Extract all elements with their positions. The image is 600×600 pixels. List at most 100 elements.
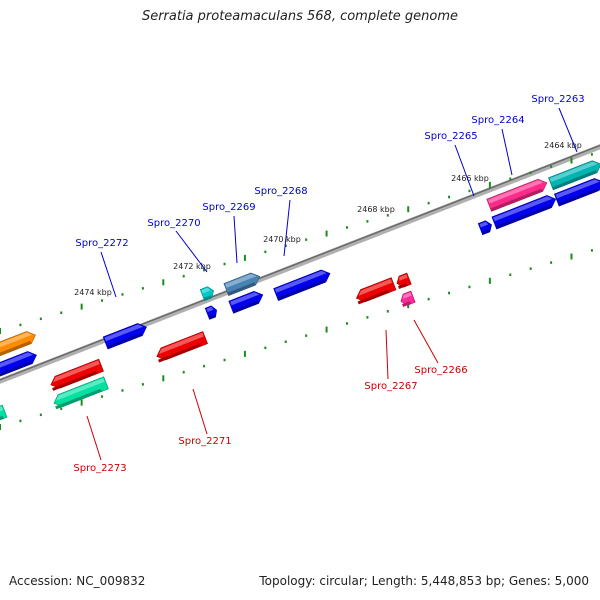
- gene-arrow-body: [0, 331, 36, 358]
- gene-arrow-spro-2266-minus: [400, 290, 416, 307]
- gene-label-leader: [175, 230, 208, 273]
- gene-arrow-shadow: [481, 229, 490, 235]
- gene-arrow-shadow: [52, 370, 97, 391]
- gene-arrow-highlight: [555, 179, 600, 199]
- gene-arrow-highlight: [56, 378, 105, 401]
- gene-label-top: Spro_2269: [202, 202, 255, 213]
- gene-label-bottom: Spro_2271: [178, 436, 231, 447]
- gene-arrow-shadow: [277, 279, 326, 301]
- gene-arrow-highlight: [230, 292, 260, 306]
- gene-arrow-shadow: [398, 283, 407, 289]
- gene-arrow-body: [553, 178, 600, 207]
- gene-arrow-shadow: [227, 282, 256, 296]
- gene-arrow-highlight: [488, 180, 544, 204]
- gene-arrow-spro-2273b-minus: [53, 376, 109, 410]
- gene-arrow-shadow: [0, 415, 4, 421]
- gene-arrow-highlight: [201, 287, 211, 294]
- gene-arrow-steelblue: [223, 272, 261, 296]
- gene-label-leader: [192, 388, 208, 435]
- gene-arrow-highlight: [0, 352, 34, 370]
- gene-arrow-spro-2264-plus: [491, 195, 557, 230]
- gene-arrow-spro-2263-plus: [553, 178, 600, 207]
- gene-arrow-shadow: [232, 300, 259, 314]
- gene-arrow-shadow: [402, 301, 411, 307]
- gene-label-top: Spro_2265: [424, 131, 477, 142]
- scale-label: 2466 kbp: [451, 174, 489, 183]
- gene-arrow-left-edge: [0, 404, 8, 421]
- gene-arrow-spro-2269-plus: [228, 290, 264, 314]
- gene-arrow-shadow: [490, 188, 543, 212]
- gene-label-leader: [454, 144, 475, 197]
- gene-label-top: Spro_2272: [75, 238, 128, 249]
- gene-label-bottom: Spro_2273: [73, 463, 126, 474]
- accession-text: Accession: NC_009832: [9, 574, 146, 588]
- scale-label: 2470 kbp: [263, 235, 301, 244]
- gene-label-bottom: Spro_2266: [414, 365, 467, 376]
- gene-arrow-highlight: [0, 332, 33, 350]
- gene-label-top: Spro_2264: [471, 115, 524, 126]
- gene-arrow-highlight: [493, 196, 553, 222]
- gene-label-top: Spro_2263: [531, 94, 584, 105]
- gene-label-leader: [558, 107, 578, 153]
- gene-arrow-body: [486, 178, 548, 212]
- gene-arrow-shadow: [55, 388, 102, 410]
- gene-label-leader: [86, 415, 102, 461]
- genome-backbone-edge: [0, 144, 600, 381]
- gene-arrow-shadow: [158, 343, 202, 363]
- gene-arrow-body: [0, 351, 37, 378]
- genome-title: Serratia proteamaculans 568, complete ge…: [141, 9, 459, 24]
- gene-arrow-highlight: [206, 306, 214, 313]
- gene-arrow-highlight: [358, 278, 393, 296]
- gene-label-top: Spro_2270: [147, 218, 200, 229]
- gene-arrow-small-plus: [477, 220, 492, 236]
- gene-arrow-highlight: [53, 360, 100, 383]
- gene-label-bottom: Spro_2267: [364, 381, 417, 392]
- gene-arrow-orange: [0, 331, 36, 358]
- gene-arrow-teal: [548, 160, 600, 191]
- gene-arrow-shadow: [552, 169, 597, 190]
- gene-arrow-shadow: [203, 295, 212, 301]
- scale-label: 2468 kbp: [357, 205, 395, 214]
- genome-summary-text: Topology: circular; Length: 5,448,853 bp…: [259, 574, 589, 588]
- gene-label-leader: [100, 251, 117, 298]
- gene-arrow-highlight: [159, 332, 204, 354]
- gene-arrow-shadow: [0, 340, 32, 358]
- gene-arrow-highlight: [479, 221, 489, 228]
- genome-backbone-line: [0, 144, 600, 384]
- gene-arrow-spro-2270-plus: [204, 305, 217, 320]
- gene-arrow-spro-2271-minus: [156, 331, 208, 363]
- gene-arrow-spro-2273-minus: [50, 358, 104, 391]
- gene-arrow-cyan-small: [199, 286, 214, 302]
- gene-arrow-pink-top: [486, 178, 548, 212]
- gene-arrow-spro-2268-plus: [273, 269, 331, 301]
- gene-arrow-highlight: [399, 274, 408, 281]
- gene-label-top: Spro_2268: [254, 186, 307, 197]
- gene-arrow-shadow: [495, 204, 552, 230]
- gene-arrow-shadow: [0, 360, 33, 378]
- gene-arrow-body: [548, 160, 600, 191]
- gene-arrow-left-plus: [0, 351, 37, 378]
- scale-label: 2464 kbp: [544, 141, 582, 150]
- gene-arrow-shadow: [357, 289, 390, 305]
- gene-arrow-highlight: [104, 324, 144, 342]
- scale-label: 2472 kbp: [173, 262, 211, 271]
- gene-arrow-spro-2267-minus: [355, 277, 397, 305]
- gene-arrow-spro-2272-plus: [102, 323, 147, 350]
- gene-arrow-highlight: [225, 273, 257, 288]
- gene-label-leader: [283, 199, 291, 257]
- gene-label-leader: [385, 329, 389, 380]
- gene-arrow-highlight: [274, 270, 327, 293]
- gene-arrow-highlight: [403, 292, 412, 299]
- gene-arrow-small-minus: [396, 272, 412, 289]
- gene-arrow-body: [0, 404, 8, 420]
- scale-label: 2474 kbp: [74, 288, 112, 297]
- gene-arrow-highlight: [0, 406, 4, 413]
- gene-label-leader: [413, 319, 439, 364]
- gene-label-leader: [501, 128, 513, 176]
- gene-arrow-body: [102, 323, 147, 350]
- gene-arrow-highlight: [549, 161, 598, 183]
- gene-arrow-shadow: [106, 332, 143, 350]
- gene-arrow-shadow: [557, 187, 600, 207]
